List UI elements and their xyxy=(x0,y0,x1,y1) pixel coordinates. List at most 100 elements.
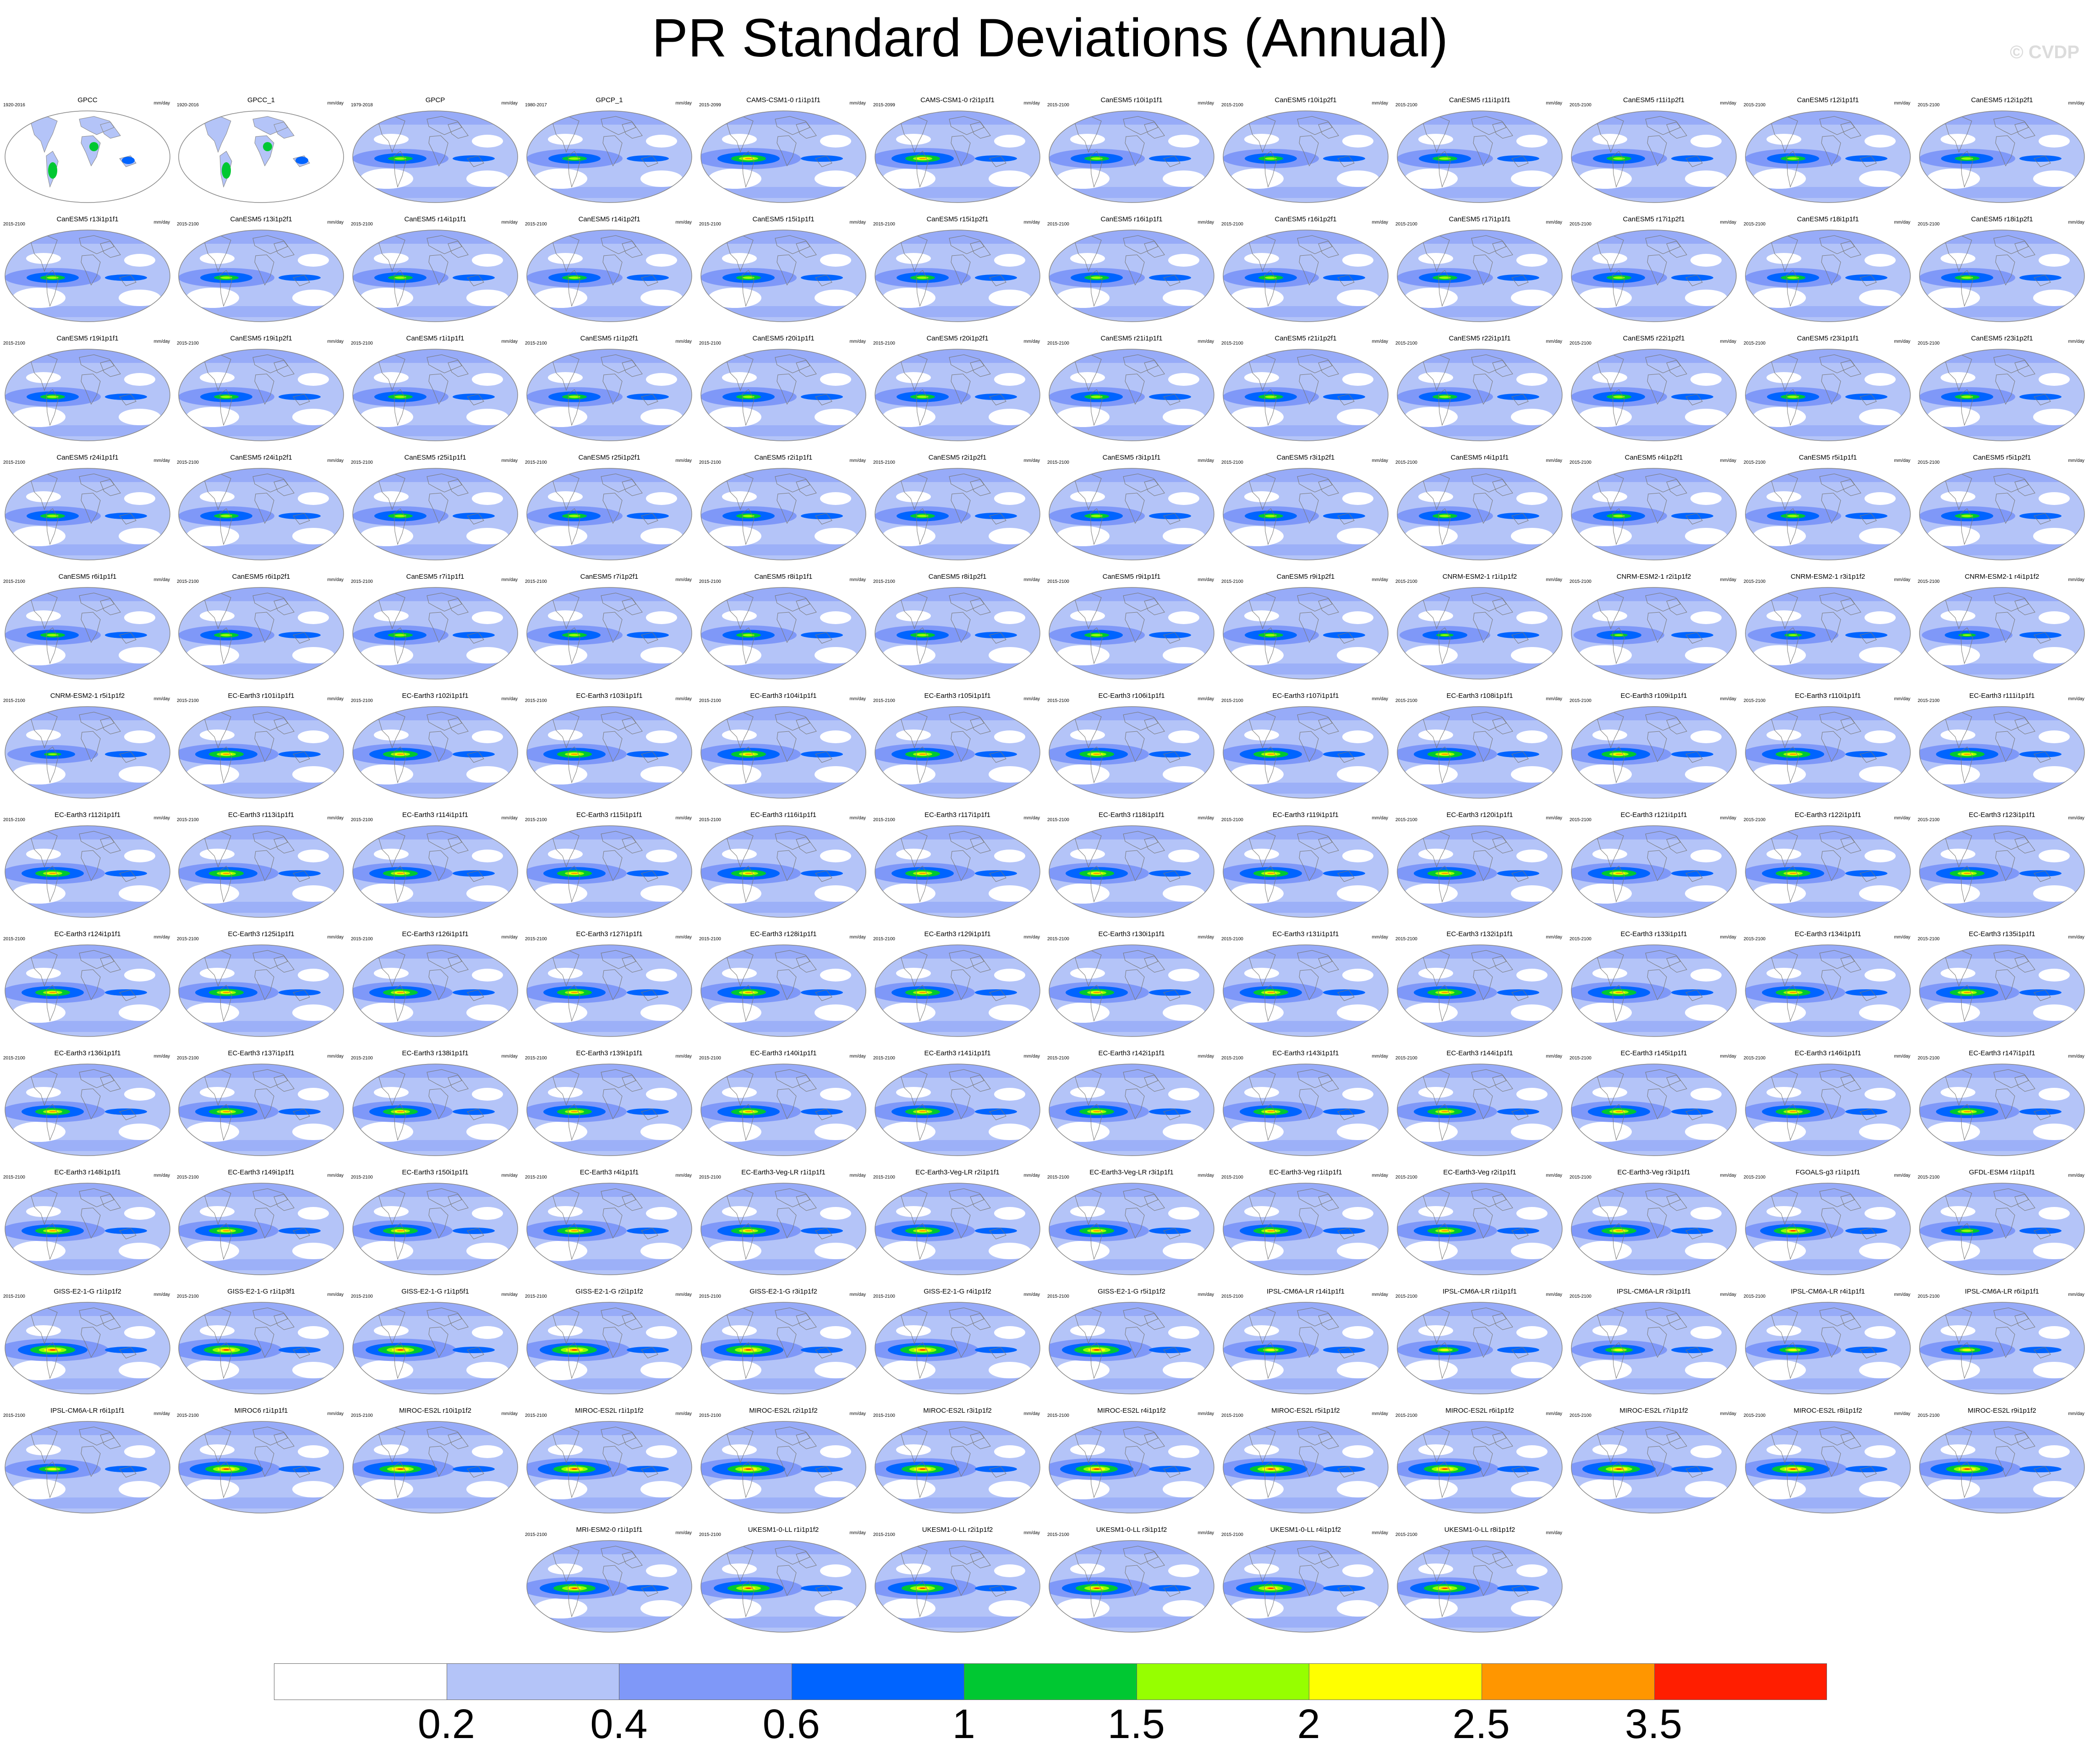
map-panel: CNRM-ESM2-1 r5i1p1f2 2015-2100 mm/day xyxy=(2,692,173,803)
map-panel: GFDL-ESM4 r1i1p1f1 2015-2100 mm/day xyxy=(1917,1168,2087,1279)
panel-units: mm/day xyxy=(1372,1530,1388,1536)
panel-title: GISS-E2-1-G r3i1p1f2 xyxy=(749,1288,817,1295)
map-panel: EC-Earth3 r129i1p1f1 2015-2100 mm/day xyxy=(872,930,1043,1041)
global-map xyxy=(700,1064,866,1156)
panel-period: 2015-2100 xyxy=(1744,103,1766,108)
panel-title: GPCP xyxy=(425,96,445,104)
map-panel: GISS-E2-1-G r3i1p1f2 2015-2100 mm/day xyxy=(698,1288,869,1399)
colorbar-segment xyxy=(619,1664,792,1700)
global-map xyxy=(1397,587,1563,680)
panel-period: 2015-2100 xyxy=(1047,1294,1069,1299)
panel-units: mm/day xyxy=(153,1292,170,1297)
panel-title: CanESM5 r18i1p2f1 xyxy=(1971,215,2033,223)
panel-title: CanESM5 r16i1p2f1 xyxy=(1274,215,1337,223)
global-map xyxy=(1745,825,1911,918)
global-map xyxy=(1397,706,1563,799)
panel-period: 1920-2016 xyxy=(177,103,199,108)
panel-period: 2015-2100 xyxy=(525,1413,547,1418)
panel-units: mm/day xyxy=(501,458,518,463)
panel-units: mm/day xyxy=(849,577,866,582)
panel-period: 2015-2100 xyxy=(1221,937,1243,942)
map-panel: CNRM-ESM2-1 r3i1p1f2 2015-2100 mm/day xyxy=(1743,573,1913,684)
panel-units: mm/day xyxy=(327,1411,344,1416)
panel-period: 2015-2099 xyxy=(699,103,721,108)
panel-period: 2015-2100 xyxy=(1221,341,1243,346)
global-map xyxy=(352,230,518,322)
global-map xyxy=(875,1183,1040,1275)
panel-title: CanESM5 r23i1p2f1 xyxy=(1971,335,2033,342)
panel-units: mm/day xyxy=(1023,339,1040,344)
panel-period: 2015-2100 xyxy=(1395,937,1417,942)
map-panel: CanESM5 r15i1p1f1 2015-2100 mm/day xyxy=(698,215,869,326)
map-panel: EC-Earth3 r131i1p1f1 2015-2100 mm/day xyxy=(1220,930,1391,1041)
panel-period: 2015-2100 xyxy=(1221,460,1243,465)
panel-title: IPSL-CM6A-LR r14i1p1f1 xyxy=(1266,1288,1345,1295)
map-panel: EC-Earth3 r147i1p1f1 2015-2100 mm/day xyxy=(1917,1049,2087,1160)
global-map xyxy=(1745,1421,1911,1514)
panel-title: CanESM5 r7i1p2f1 xyxy=(580,573,639,581)
map-panel: EC-Earth3 r141i1p1f1 2015-2100 mm/day xyxy=(872,1049,1043,1160)
global-map xyxy=(1223,944,1389,1037)
map-panel: CanESM5 r12i1p2f1 2015-2100 mm/day xyxy=(1917,96,2087,207)
map-panel: EC-Earth3-Veg r2i1p1f1 2015-2100 mm/day xyxy=(1395,1168,1565,1279)
panel-title: EC-Earth3 r142i1p1f1 xyxy=(1098,1049,1165,1057)
panel-title: CNRM-ESM2-1 r1i1p1f2 xyxy=(1442,573,1517,581)
map-panel: EC-Earth3 r109i1p1f1 2015-2100 mm/day xyxy=(1569,692,1739,803)
panel-period: 2015-2100 xyxy=(1570,698,1591,703)
global-map xyxy=(352,587,518,680)
panel-units: mm/day xyxy=(1023,1411,1040,1416)
global-map xyxy=(5,587,170,680)
panel-title: EC-Earth3 r108i1p1f1 xyxy=(1446,692,1513,700)
map-panel: CanESM5 r7i1p2f1 2015-2100 mm/day xyxy=(524,573,695,684)
panel-period: 2015-2100 xyxy=(699,341,721,346)
global-map xyxy=(1745,706,1911,799)
panel-period: 2015-2100 xyxy=(1221,1413,1243,1418)
global-map xyxy=(700,230,866,322)
panel-units: mm/day xyxy=(1198,577,1214,582)
panel-title: EC-Earth3 r109i1p1f1 xyxy=(1620,692,1687,700)
colorbar-tick-label: 3.5 xyxy=(1624,1701,1683,1747)
panel-title: UKESM1-0-LL r8i1p1f2 xyxy=(1444,1526,1515,1534)
panel-title: UKESM1-0-LL r1i1p1f2 xyxy=(748,1526,819,1534)
map-panel: CanESM5 r2i1p2f1 2015-2100 mm/day xyxy=(872,454,1043,565)
panel-units: mm/day xyxy=(501,935,518,940)
panel-title: EC-Earth3 r4i1p1f1 xyxy=(580,1168,639,1176)
global-map xyxy=(875,110,1040,203)
panel-units: mm/day xyxy=(1894,935,1910,940)
panel-title: EC-Earth3 r143i1p1f1 xyxy=(1272,1049,1339,1057)
map-panel: MIROC-ES2L r2i1p1f2 2015-2100 mm/day xyxy=(698,1407,869,1518)
panel-units: mm/day xyxy=(1372,339,1388,344)
panel-period: 2015-2100 xyxy=(1918,1056,1940,1061)
map-panel: UKESM1-0-LL r1i1p1f2 2015-2100 mm/day xyxy=(698,1526,869,1637)
panel-units: mm/day xyxy=(1894,577,1910,582)
map-panel: CanESM5 r18i1p2f1 2015-2100 mm/day xyxy=(1917,215,2087,326)
panel-title: EC-Earth3-Veg r3i1p1f1 xyxy=(1617,1168,1690,1176)
global-map xyxy=(5,230,170,322)
panel-units: mm/day xyxy=(675,816,692,821)
global-map xyxy=(526,1540,692,1633)
panel-units: mm/day xyxy=(2068,1173,2084,1178)
map-panel: EC-Earth3 r123i1p1f1 2015-2100 mm/day xyxy=(1917,811,2087,922)
panel-units: mm/day xyxy=(501,339,518,344)
global-map xyxy=(700,1183,866,1275)
global-map xyxy=(352,1064,518,1156)
panel-title: EC-Earth3 r125i1p1f1 xyxy=(228,930,295,938)
panel-title: EC-Earth3 r116i1p1f1 xyxy=(750,811,816,819)
panel-title: CanESM5 r18i1p1f1 xyxy=(1797,215,1859,223)
colorbar-segment xyxy=(447,1664,620,1700)
panel-units: mm/day xyxy=(1372,935,1388,940)
panel-period: 2015-2100 xyxy=(1918,1175,1940,1180)
panel-title: GPCC xyxy=(77,96,98,104)
panel-title: EC-Earth3 r103i1p1f1 xyxy=(576,692,643,700)
panel-units: mm/day xyxy=(153,458,170,463)
global-map xyxy=(700,110,866,203)
map-panel: GPCC_1 1920-2016 mm/day xyxy=(176,96,346,207)
map-panel: EC-Earth3 r122i1p1f1 2015-2100 mm/day xyxy=(1743,811,1913,922)
colorbar-segment xyxy=(1137,1664,1310,1700)
global-map xyxy=(875,468,1040,560)
global-map xyxy=(1397,1183,1563,1275)
global-map xyxy=(875,1421,1040,1514)
panel-title: CanESM5 r10i1p1f1 xyxy=(1100,96,1163,104)
panel-title: UKESM1-0-LL r4i1p1f2 xyxy=(1270,1526,1341,1534)
panel-period: 2015-2100 xyxy=(525,579,547,584)
